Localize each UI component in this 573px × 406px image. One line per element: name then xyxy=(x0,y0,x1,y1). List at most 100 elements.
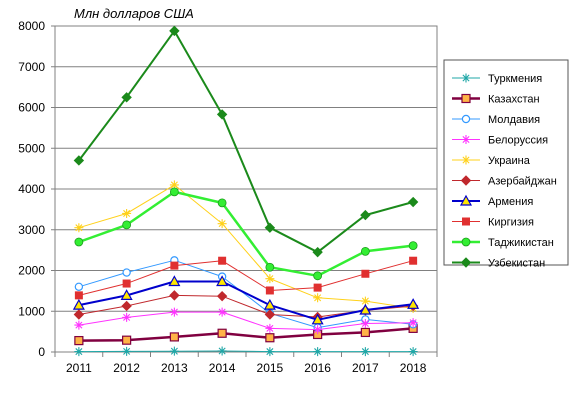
data-point xyxy=(312,246,323,258)
data-point xyxy=(313,325,323,335)
data-point xyxy=(168,275,181,287)
data-point xyxy=(122,312,132,322)
data-point xyxy=(313,347,323,357)
data-point xyxy=(122,220,132,230)
x-tick-label: 2012 xyxy=(113,361,140,375)
y-tick-label: 6000 xyxy=(18,101,45,115)
data-point xyxy=(120,289,133,300)
data-point xyxy=(74,223,84,233)
legend-marker xyxy=(461,93,471,104)
data-point xyxy=(265,262,275,272)
data-point xyxy=(360,209,371,221)
legend-marker xyxy=(461,73,471,83)
data-point xyxy=(360,327,370,338)
data-point xyxy=(216,290,228,302)
legend-label: Туркмения xyxy=(488,73,542,85)
data-point xyxy=(216,275,229,287)
data-point xyxy=(264,222,276,233)
series-line xyxy=(78,260,414,296)
y-tick-label: 3000 xyxy=(18,223,45,237)
series-9 xyxy=(74,187,418,281)
data-point xyxy=(122,268,131,277)
legend-marker xyxy=(460,175,472,186)
data-point xyxy=(408,241,418,251)
data-point xyxy=(122,346,132,356)
series-line xyxy=(78,184,414,309)
series-line xyxy=(78,29,414,254)
data-point xyxy=(311,313,324,325)
legend-marker xyxy=(461,114,471,124)
data-point xyxy=(263,298,276,310)
data-point xyxy=(217,307,227,317)
data-point xyxy=(169,307,179,317)
series-8 xyxy=(74,256,418,300)
data-point xyxy=(73,155,85,166)
data-point xyxy=(169,346,179,356)
y-tick-label: 7000 xyxy=(18,60,45,74)
y-tick-label: 1000 xyxy=(18,304,45,318)
legend-item: Казахстан xyxy=(452,94,540,106)
x-tick-label: 2018 xyxy=(400,361,427,375)
data-point xyxy=(264,309,276,320)
legend-item: Белоруссия xyxy=(452,135,548,147)
data-point xyxy=(218,256,227,265)
data-point xyxy=(313,271,323,281)
data-point xyxy=(217,328,227,338)
series-line xyxy=(78,280,414,321)
y-tick-label: 4000 xyxy=(18,182,45,196)
axes: 0 1000 2000 3000 4000 5000 6000 7000 8000 2011 201… xyxy=(18,19,438,375)
legend-label: Киргизия xyxy=(488,217,534,229)
data-point xyxy=(169,180,179,190)
data-point xyxy=(359,303,372,315)
series-5 xyxy=(74,180,418,313)
data-point xyxy=(74,291,83,300)
data-point xyxy=(313,283,322,292)
legend-label: Украина xyxy=(488,155,531,167)
series-10 xyxy=(73,25,419,258)
data-point xyxy=(407,298,420,309)
unit-label: Млн долларов США xyxy=(74,6,194,21)
x-tick-label: 2017 xyxy=(352,361,379,375)
data-point xyxy=(74,335,84,346)
series-line xyxy=(78,327,414,342)
legend-label: Азербайджан xyxy=(488,176,557,188)
x-tick-label: 2011 xyxy=(66,361,92,375)
data-point xyxy=(122,279,131,288)
data-point xyxy=(121,92,132,103)
data-point xyxy=(74,347,84,357)
data-point xyxy=(409,256,418,265)
series-line xyxy=(78,190,414,278)
data-point xyxy=(265,347,275,357)
legend-marker xyxy=(459,194,473,206)
legend-item: Украина xyxy=(452,155,531,167)
x-tick-label: 2016 xyxy=(304,361,331,375)
legend: Туркмения Казахстан Молдавия Белоруссия Укра… xyxy=(452,73,557,270)
data-point xyxy=(74,282,84,291)
data-point xyxy=(407,196,419,208)
data-point xyxy=(122,208,132,218)
legend-item: Киргизия xyxy=(452,217,534,229)
series-7 xyxy=(72,275,420,325)
data-point xyxy=(170,261,179,270)
legend-marker xyxy=(462,217,470,226)
legend-item: Азербайджан xyxy=(452,175,557,188)
data-point xyxy=(217,346,227,356)
series-1 xyxy=(74,346,418,357)
data-point xyxy=(72,298,85,310)
data-point xyxy=(169,290,180,301)
data-point xyxy=(313,293,323,303)
data-point xyxy=(360,246,370,256)
y-tick-label: 2000 xyxy=(18,264,45,278)
legend-label: Армения xyxy=(488,196,533,208)
series-line xyxy=(78,259,414,329)
legend-label: Белоруссия xyxy=(488,135,548,147)
x-tick-label: 2014 xyxy=(209,361,236,375)
data-point xyxy=(265,274,275,284)
data-point xyxy=(122,335,132,345)
legend-item: Таджикистан xyxy=(452,237,554,249)
x-tick-label: 2015 xyxy=(257,361,284,375)
x-tick-label: 2013 xyxy=(161,361,188,375)
series-group xyxy=(72,25,420,357)
data-point xyxy=(217,219,227,229)
